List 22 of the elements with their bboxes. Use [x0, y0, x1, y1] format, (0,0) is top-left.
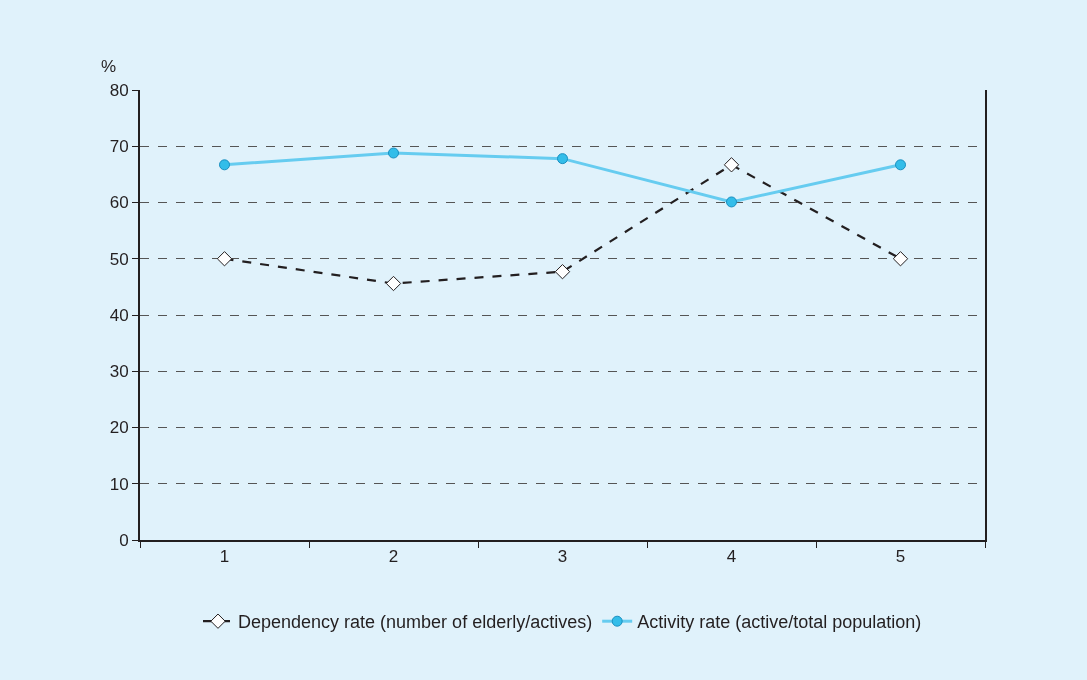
y-tick-label: 70 — [109, 137, 129, 157]
y-tick-label: 60 — [109, 193, 129, 213]
x-tick-label: 3 — [557, 547, 568, 567]
y-tick-label: 40 — [109, 305, 129, 325]
y-tick-label: 0 — [119, 530, 129, 550]
x-tick-label: 1 — [219, 547, 230, 567]
y-tick-label: 20 — [109, 418, 129, 438]
x-tick-label: 2 — [388, 547, 399, 567]
y-tick-label: 10 — [109, 474, 129, 494]
point — [892, 251, 909, 267]
y-axis-title: % — [101, 57, 117, 76]
point — [723, 157, 740, 173]
x-tick-label: 4 — [726, 547, 737, 567]
y-tick-label: 30 — [109, 362, 129, 382]
y-tick-label: 50 — [109, 249, 129, 269]
point — [216, 251, 233, 267]
legend-label: Dependency rate (number of elderly/actives) — [238, 612, 593, 633]
y-tick-label: 80 — [109, 80, 129, 100]
legend-label: Activity rate (active/total population) — [637, 612, 922, 633]
point — [554, 264, 571, 280]
point — [385, 275, 402, 292]
x-tick-label: 5 — [895, 547, 906, 567]
